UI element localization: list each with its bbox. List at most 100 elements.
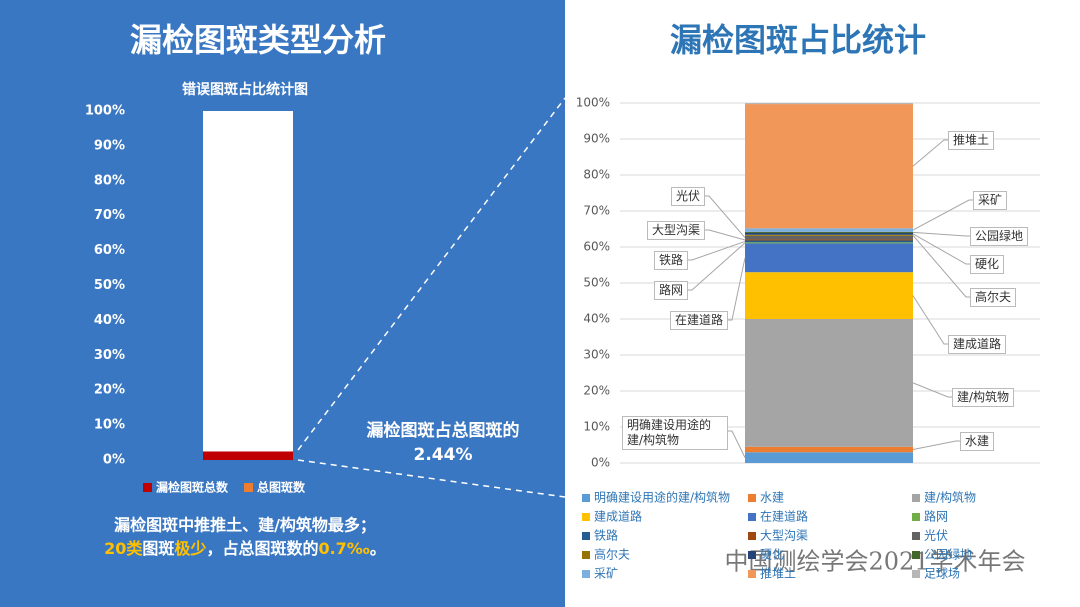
callout-label: 铁路 bbox=[653, 251, 688, 270]
legend-label: 高尔夫 bbox=[594, 547, 630, 562]
leader-line bbox=[705, 195, 746, 238]
y-tick-label: 40% bbox=[583, 312, 610, 326]
summary-part: ，占总图斑数的 bbox=[206, 539, 318, 558]
leader-line bbox=[912, 139, 948, 167]
leader-line bbox=[912, 440, 960, 450]
value-label: 2.44% bbox=[414, 445, 473, 465]
callout-label: 公园绿地 bbox=[970, 227, 1029, 246]
bar-segment bbox=[745, 235, 913, 240]
y-tick-label: 50% bbox=[583, 276, 610, 290]
leader-line bbox=[912, 231, 970, 237]
legend-label: 铁路 bbox=[594, 528, 618, 543]
bar-segment bbox=[745, 446, 913, 453]
callout-label: 采矿 bbox=[973, 191, 1008, 210]
leader-line bbox=[912, 199, 973, 231]
zoom-line bbox=[297, 459, 566, 498]
legend-swatch bbox=[748, 570, 756, 578]
legend-label: 建/构筑物 bbox=[924, 490, 976, 505]
callout-label: 推堆土 bbox=[948, 131, 995, 150]
watermark: 中国测绘学会2021学术年会 bbox=[724, 548, 1025, 576]
y-tick-label: 100% bbox=[576, 96, 610, 110]
callout-label: 光伏 bbox=[670, 187, 705, 206]
leader-line bbox=[705, 229, 746, 241]
summary-part: 极少 bbox=[174, 539, 206, 558]
y-tick-label: 80% bbox=[94, 173, 125, 188]
callout-label: 大型沟渠 bbox=[646, 221, 705, 240]
legend-label: 漏检图斑总数 bbox=[156, 480, 229, 495]
legend-swatch bbox=[912, 532, 920, 540]
legend-label: 总图斑数 bbox=[257, 480, 306, 495]
y-tick-label: 0% bbox=[591, 456, 610, 470]
left-title: 漏检图斑类型分析 bbox=[130, 21, 386, 59]
bar-segment bbox=[745, 234, 913, 236]
legend-swatch bbox=[912, 551, 920, 559]
bar-segment bbox=[745, 242, 913, 244]
bar-segment bbox=[745, 232, 913, 235]
y-tick-label: 90% bbox=[94, 138, 125, 153]
leader-line bbox=[688, 240, 746, 261]
summary-part: 。 bbox=[370, 539, 386, 558]
legend-swatch bbox=[582, 532, 590, 540]
legend-swatch bbox=[748, 532, 756, 540]
leader-line bbox=[912, 295, 948, 345]
bar-segment bbox=[745, 240, 913, 243]
legend-label: 采矿 bbox=[594, 567, 618, 581]
legend-label: 在建道路 bbox=[760, 509, 808, 524]
y-tick-label: 30% bbox=[94, 348, 125, 363]
legend-label: 建成道路 bbox=[594, 509, 642, 524]
bar bbox=[203, 111, 293, 460]
y-tick-label: 20% bbox=[94, 383, 125, 398]
chart-title: 错误图斑占比统计图 bbox=[182, 81, 308, 98]
bar-segment bbox=[745, 243, 913, 273]
summary-part: 图斑 bbox=[142, 539, 174, 558]
callout-label: 硬化 bbox=[970, 255, 1005, 274]
summary-part: 0.7‰ bbox=[318, 539, 369, 558]
callout-label: 路网 bbox=[653, 281, 688, 300]
y-tick-label: 20% bbox=[583, 384, 610, 398]
y-tick-label: 30% bbox=[583, 348, 610, 362]
legend-swatch bbox=[912, 494, 920, 502]
bar bbox=[203, 451, 293, 460]
legend-swatch bbox=[143, 483, 152, 492]
legend-swatch bbox=[912, 570, 920, 578]
bar-segment bbox=[745, 104, 913, 229]
y-tick-label: 70% bbox=[583, 204, 610, 218]
summary-line: 漏检图斑中推推土、建/构筑物最多； bbox=[114, 516, 376, 535]
legend-label: 硬化 bbox=[760, 548, 784, 562]
callout-label: 建/构筑物 bbox=[952, 388, 1015, 407]
y-tick-label: 70% bbox=[94, 208, 125, 223]
legend-label: 公园绿地 bbox=[924, 547, 972, 562]
leader-line bbox=[912, 234, 970, 298]
legend-label: 推堆土 bbox=[760, 567, 796, 581]
legend-label: 明确建设用途的建/构筑物 bbox=[594, 490, 730, 505]
y-tick-label: 40% bbox=[94, 313, 125, 328]
legend-label: 大型沟渠 bbox=[760, 529, 808, 543]
y-tick-label: 80% bbox=[583, 168, 610, 182]
legend-label: 水建 bbox=[760, 491, 784, 505]
zoom-line bbox=[297, 97, 566, 451]
y-tick-label: 100% bbox=[85, 104, 125, 119]
bar-segment bbox=[745, 228, 913, 232]
bar-segment bbox=[745, 103, 913, 105]
callout-label: 建成道路 bbox=[948, 335, 1007, 354]
y-tick-label: 10% bbox=[94, 418, 125, 433]
legend-swatch bbox=[748, 494, 756, 502]
summary-line: 20类图斑极少，占总图斑数的0.7‰。 bbox=[104, 539, 386, 558]
legend-swatch bbox=[582, 494, 590, 502]
legend-swatch bbox=[582, 570, 590, 578]
leader-line bbox=[728, 430, 746, 458]
bar-segment bbox=[745, 319, 913, 447]
annotation: 漏检图斑占总图斑的 bbox=[367, 420, 520, 441]
leader-line bbox=[688, 242, 746, 291]
bar-segment bbox=[745, 239, 913, 241]
y-tick-label: 10% bbox=[583, 420, 610, 434]
leader-line bbox=[912, 382, 952, 398]
right-title: 漏检图斑占比统计 bbox=[670, 21, 926, 59]
legend-swatch bbox=[582, 513, 590, 521]
legend-swatch bbox=[912, 513, 920, 521]
callout-label: 明确建设用途的建/构筑物 bbox=[622, 416, 728, 450]
leader-line bbox=[728, 257, 746, 321]
callout-label: 水建 bbox=[960, 432, 995, 451]
